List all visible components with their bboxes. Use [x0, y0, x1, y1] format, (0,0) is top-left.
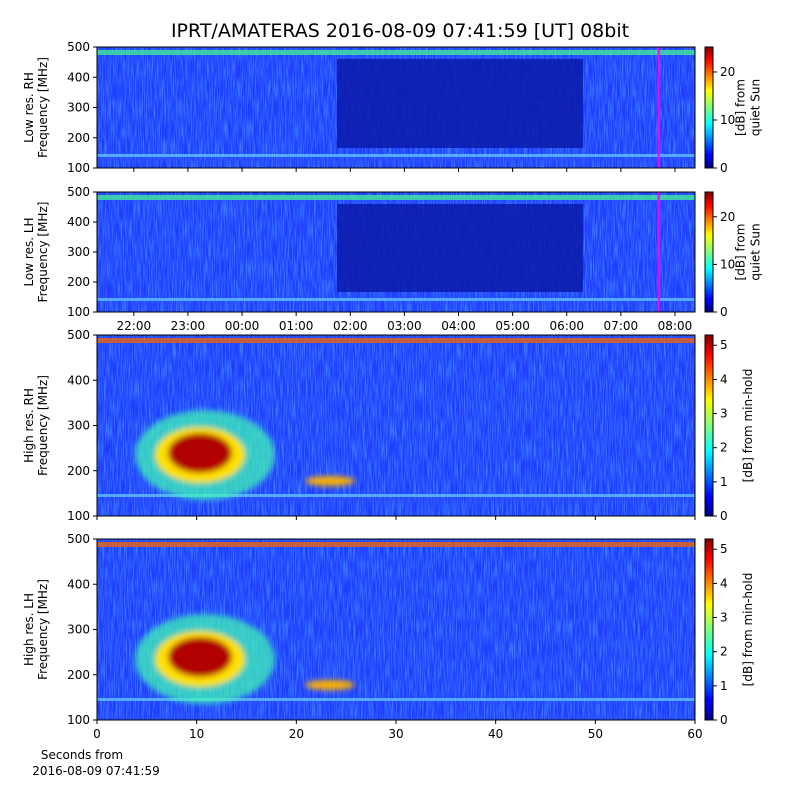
colorbar-tick-label: 20 [720, 210, 735, 224]
x-tick-label: 05:00 [495, 319, 530, 333]
y-tick-label: 500 [67, 40, 90, 54]
x-tick-label: 23:00 [171, 319, 206, 333]
colorbar-label: [dB] from [734, 224, 748, 281]
band-low [97, 494, 695, 497]
burst-tail [305, 680, 355, 690]
colorbar-label: [dB] from [734, 79, 748, 136]
y-tick-label: 100 [67, 509, 90, 523]
colorbar [704, 538, 714, 721]
y-axis-label: Low res. RH [22, 72, 36, 143]
colorbar-tick-label: 4 [720, 372, 728, 386]
colorbar-tick-label: 0 [720, 161, 728, 175]
x-tick-label: 03:00 [387, 319, 422, 333]
burst [135, 410, 355, 500]
y-tick-label: 300 [67, 101, 90, 115]
y-tick-label: 200 [67, 275, 90, 289]
y-tick-label: 100 [67, 161, 90, 175]
y-tick-label: 200 [67, 131, 90, 145]
x-tick-label: 00:00 [225, 319, 260, 333]
colorbar-tick-label: 2 [720, 645, 728, 659]
quiet-block [337, 204, 583, 292]
colorbar-tick-label: 4 [720, 576, 728, 590]
x-tick-label: 30 [388, 727, 403, 741]
band-low [97, 698, 695, 701]
x-tick-label: 08:00 [658, 319, 693, 333]
colorbar [704, 334, 714, 517]
y-tick-label: 400 [67, 215, 90, 229]
colorbar-tick-label: 0 [720, 713, 728, 727]
burst [135, 614, 355, 704]
y-axis-label: Frequency [MHz] [36, 57, 50, 158]
colorbar-label: quiet Sun [749, 223, 763, 280]
quiet-block [337, 59, 583, 148]
colorbar-tick-label: 0 [720, 509, 728, 523]
y-axis-label: High res. LH [22, 593, 36, 666]
colorbar-tick-label: 0 [720, 305, 728, 319]
colorbar-label: [dB] from min-hold [741, 573, 755, 687]
x-axis-label: Seconds from [41, 748, 123, 762]
burst-peak [168, 433, 232, 473]
band-top [97, 195, 695, 200]
colorbar [704, 46, 714, 169]
y-tick-label: 200 [67, 464, 90, 478]
y-tick-label: 200 [67, 668, 90, 682]
colorbar-tick-label: 5 [720, 542, 728, 556]
colorbar-tick-label: 3 [720, 407, 728, 421]
colorbar-tick-label: 3 [720, 611, 728, 625]
y-axis-label: High res. RH [22, 388, 36, 463]
x-tick-label: 06:00 [549, 319, 584, 333]
burst-tail [305, 476, 355, 486]
colorbar [704, 191, 714, 313]
band-low [97, 154, 695, 157]
x-tick-label: 22:00 [117, 319, 152, 333]
figure-title: IPRT/AMATERAS 2016-08-09 07:41:59 [UT] 0… [171, 20, 629, 42]
y-tick-label: 100 [67, 305, 90, 319]
y-axis-label: Frequency [MHz] [36, 579, 50, 680]
x-tick-label: 50 [588, 727, 603, 741]
y-tick-label: 300 [67, 245, 90, 259]
colorbar-tick-label: 10 [720, 257, 735, 271]
colorbar-tick-label: 20 [720, 65, 735, 79]
colorbar-tick-label: 1 [720, 679, 728, 693]
x-tick-label: 04:00 [441, 319, 476, 333]
y-axis-label: Frequency [MHz] [36, 202, 50, 303]
y-axis-label: Frequency [MHz] [36, 375, 50, 476]
colorbar-tick-label: 1 [720, 475, 728, 489]
x-axis-label: 2016-08-09 07:41:59 [32, 764, 159, 778]
y-tick-label: 500 [67, 185, 90, 199]
y-tick-label: 500 [67, 532, 90, 546]
x-tick-label: 40 [488, 727, 503, 741]
x-tick-label: 01:00 [279, 319, 314, 333]
y-axis-label: Low res. LH [22, 217, 36, 286]
colorbar-label: quiet Sun [749, 79, 763, 136]
x-tick-label: 60 [687, 727, 702, 741]
colorbar-tick-label: 5 [720, 338, 728, 352]
colorbar-tick-label: 10 [720, 113, 735, 127]
x-tick-label: 07:00 [604, 319, 639, 333]
band-top [97, 542, 695, 547]
y-tick-label: 400 [67, 373, 90, 387]
x-tick-label: 02:00 [333, 319, 368, 333]
x-tick-label: 20 [289, 727, 304, 741]
x-tick-label: 0 [93, 727, 101, 741]
y-tick-label: 300 [67, 623, 90, 637]
y-tick-label: 400 [67, 577, 90, 591]
colorbar-label: [dB] from min-hold [741, 369, 755, 483]
y-tick-label: 500 [67, 328, 90, 342]
y-tick-label: 100 [67, 713, 90, 727]
y-tick-label: 300 [67, 419, 90, 433]
band-top [97, 338, 695, 343]
colorbar-tick-label: 2 [720, 441, 728, 455]
burst-peak [168, 637, 232, 677]
band-low [97, 298, 695, 301]
y-tick-label: 400 [67, 70, 90, 84]
band-top [97, 50, 695, 55]
x-tick-label: 10 [189, 727, 204, 741]
